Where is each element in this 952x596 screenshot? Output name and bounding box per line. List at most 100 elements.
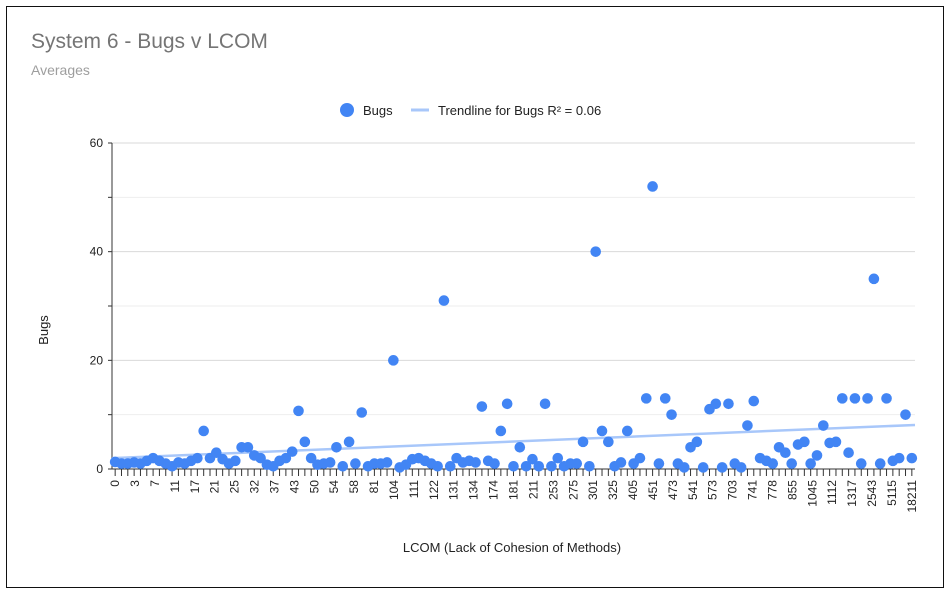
data-point[interactable]: [849, 393, 861, 404]
data-point[interactable]: [470, 457, 481, 468]
data-point[interactable]: [192, 452, 203, 464]
data-point[interactable]: [843, 447, 854, 459]
y-tick-label: 20: [90, 353, 104, 367]
data-point[interactable]: [881, 393, 892, 404]
x-tick-label: 1045: [805, 480, 819, 507]
data-point[interactable]: [255, 452, 266, 464]
data-point[interactable]: [830, 436, 842, 448]
data-point[interactable]: [868, 273, 880, 285]
gridlines: [112, 142, 915, 470]
data-point[interactable]: [520, 460, 532, 472]
data-point[interactable]: [211, 447, 222, 459]
data-point[interactable]: [293, 405, 304, 417]
data-point[interactable]: [735, 462, 747, 473]
x-tick-label: 301: [586, 480, 600, 500]
data-point[interactable]: [855, 458, 867, 469]
x-tick-label: 122: [427, 480, 441, 500]
data-point[interactable]: [343, 436, 355, 448]
data-point[interactable]: [584, 460, 595, 472]
y-tick-label: 40: [90, 245, 104, 259]
x-tick-label: 5115: [885, 480, 899, 506]
data-point[interactable]: [242, 441, 254, 453]
data-point[interactable]: [286, 446, 298, 457]
data-point[interactable]: [723, 398, 734, 410]
x-tick-label: 855: [785, 480, 799, 500]
x-tick-label: 1112: [825, 480, 839, 505]
data-point[interactable]: [653, 458, 665, 469]
x-tick-label: 50: [307, 480, 321, 494]
data-point[interactable]: [552, 452, 564, 464]
data-point[interactable]: [874, 458, 886, 469]
data-point[interactable]: [508, 460, 519, 472]
data-point[interactable]: [324, 457, 336, 468]
data-point[interactable]: [280, 452, 292, 464]
data-point[interactable]: [533, 460, 545, 472]
data-point[interactable]: [388, 355, 399, 366]
data-point[interactable]: [489, 458, 500, 469]
data-point[interactable]: [906, 452, 918, 464]
x-tick-label: 131: [447, 480, 461, 500]
legend[interactable]: Bugs Trendline for Bugs R² = 0.06: [340, 103, 601, 118]
data-point[interactable]: [577, 436, 589, 448]
data-point[interactable]: [742, 420, 753, 431]
data-point[interactable]: [805, 458, 816, 469]
legend-bugs-marker: [340, 103, 354, 117]
data-point[interactable]: [799, 436, 810, 448]
x-tick-label: 7: [148, 480, 162, 487]
data-point[interactable]: [710, 398, 722, 410]
legend-bugs-label: Bugs: [363, 103, 393, 118]
data-point[interactable]: [501, 398, 513, 410]
data-point[interactable]: [571, 458, 583, 469]
data-point[interactable]: [350, 458, 361, 469]
data-point[interactable]: [603, 436, 614, 448]
data-point[interactable]: [748, 395, 760, 407]
data-point[interactable]: [786, 458, 798, 469]
data-point[interactable]: [337, 460, 349, 472]
data-point[interactable]: [811, 450, 823, 461]
scatter-points: [109, 181, 918, 473]
x-tick-label: 181: [507, 480, 521, 500]
data-point[interactable]: [432, 460, 443, 472]
data-point[interactable]: [444, 460, 456, 472]
data-point[interactable]: [634, 452, 646, 464]
data-point[interactable]: [198, 425, 209, 437]
data-point[interactable]: [381, 457, 393, 468]
chart-subtitle: Averages: [31, 62, 90, 78]
data-point[interactable]: [590, 246, 601, 257]
data-point[interactable]: [495, 425, 507, 437]
data-point[interactable]: [780, 447, 791, 459]
x-tick-label: 253: [546, 480, 560, 500]
data-point[interactable]: [691, 436, 703, 448]
data-point[interactable]: [438, 295, 450, 306]
x-tick-label: 473: [666, 480, 680, 500]
data-point[interactable]: [818, 420, 829, 431]
data-point[interactable]: [527, 453, 538, 465]
data-point[interactable]: [622, 425, 633, 437]
data-point[interactable]: [514, 441, 526, 453]
data-point[interactable]: [678, 462, 690, 473]
x-tick-label: 1317: [845, 480, 859, 507]
data-point[interactable]: [546, 460, 557, 472]
data-point[interactable]: [596, 425, 608, 437]
data-point[interactable]: [476, 401, 488, 412]
data-point[interactable]: [697, 462, 709, 473]
data-point[interactable]: [716, 462, 728, 473]
data-point[interactable]: [640, 393, 652, 404]
data-point[interactable]: [900, 409, 911, 420]
data-point[interactable]: [299, 436, 311, 448]
data-point[interactable]: [659, 393, 671, 404]
data-point[interactable]: [356, 407, 368, 418]
data-point[interactable]: [305, 452, 317, 464]
data-point[interactable]: [615, 457, 627, 468]
data-point[interactable]: [893, 452, 905, 464]
data-point[interactable]: [862, 393, 873, 404]
x-tick-label: 405: [626, 480, 640, 500]
data-point[interactable]: [836, 393, 848, 404]
data-point[interactable]: [647, 181, 658, 192]
data-point[interactable]: [331, 441, 342, 453]
data-point[interactable]: [229, 455, 241, 467]
x-tick-label: 325: [606, 480, 620, 500]
data-point[interactable]: [539, 398, 551, 410]
data-point[interactable]: [666, 409, 677, 420]
data-point[interactable]: [767, 458, 779, 469]
